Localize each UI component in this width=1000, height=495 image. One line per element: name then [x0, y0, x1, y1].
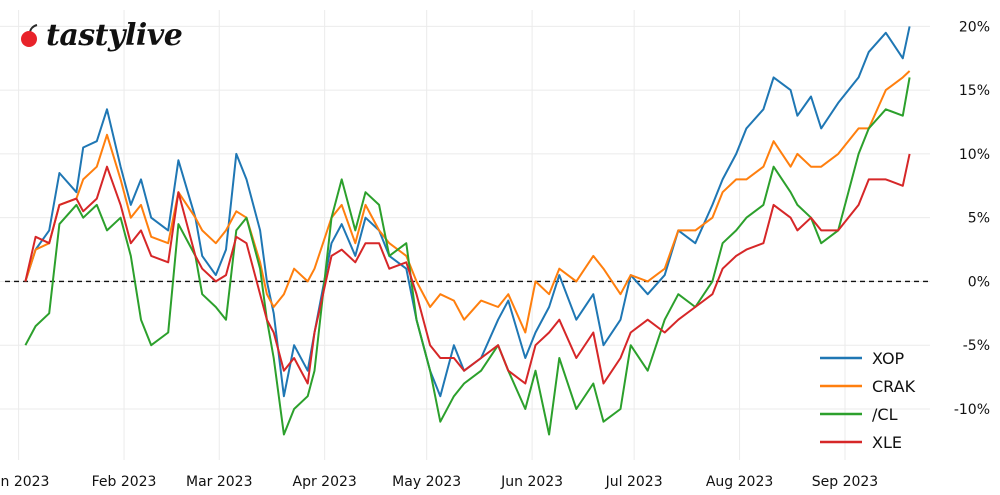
x-tick-label: Sep 2023: [812, 474, 878, 490]
x-tick-label: Jan 2023: [0, 474, 49, 490]
y-tick-label: -5%: [963, 338, 990, 354]
x-tick-label: Mar 2023: [186, 474, 253, 490]
y-tick-label: 0%: [968, 274, 990, 290]
legend-label-cl: /CL: [872, 405, 898, 424]
legend-label-xle: XLE: [872, 433, 902, 452]
y-axis-ticks: 20% 15% 10% 5% 0% -5% -10%: [954, 19, 990, 418]
series-lines: [24, 26, 911, 436]
tastylive-logo: tastylive: [18, 18, 183, 53]
grid: [0, 10, 930, 460]
series-line-cl: [24, 77, 911, 436]
x-tick-label: Aug 2023: [706, 474, 773, 490]
x-tick-label: Jun 2023: [500, 474, 563, 490]
y-tick-label: 15%: [959, 83, 990, 99]
legend-label-crak: CRAK: [872, 377, 916, 396]
x-tick-label: Apr 2023: [293, 474, 357, 490]
y-tick-label: -10%: [954, 402, 990, 418]
y-tick-label: 5%: [968, 211, 990, 227]
series-line-xle: [24, 153, 911, 385]
y-tick-label: 20%: [959, 19, 990, 35]
x-tick-label: May 2023: [392, 474, 461, 490]
x-tick-label: Feb 2023: [92, 474, 157, 490]
series-line-crak: [24, 70, 911, 334]
x-axis-ticks: Jan 2023 Feb 2023 Mar 2023 Apr 2023 May 2023…: [0, 474, 878, 490]
y-tick-label: 10%: [959, 147, 990, 163]
legend: XOP CRAK/CL XLE: [820, 349, 916, 452]
cherry-icon: [21, 23, 38, 47]
x-tick-label: Jul 2023: [605, 474, 663, 490]
logo-text: tastylive: [46, 18, 183, 53]
legend-label-xop: XOP: [872, 349, 905, 368]
